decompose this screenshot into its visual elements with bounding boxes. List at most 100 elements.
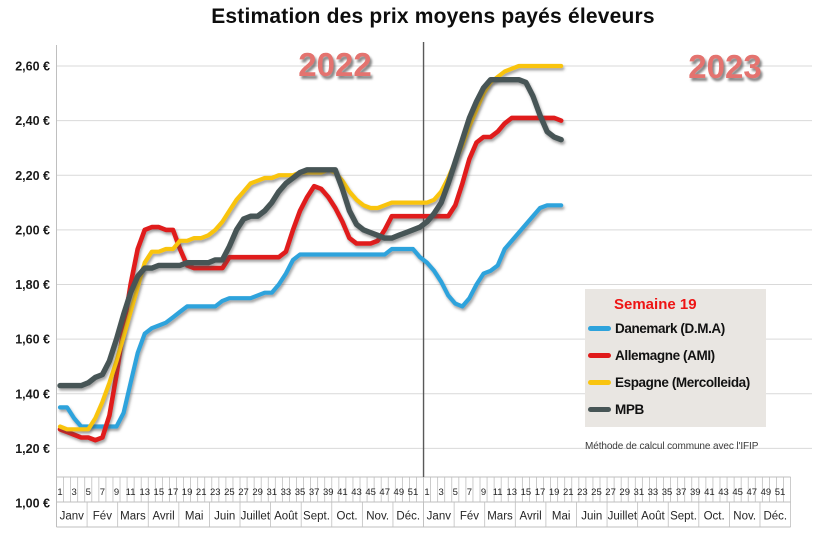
week-number-label: 25: [591, 487, 602, 498]
week-number-label: 23: [577, 487, 588, 498]
week-number-label: 29: [252, 487, 263, 498]
month-label: Juillet: [608, 511, 638, 523]
legend-swatch-icon: [588, 407, 611, 412]
week-number-label: 19: [549, 487, 560, 498]
week-number-label: 17: [168, 487, 179, 498]
month-label: Nov.: [366, 511, 389, 523]
month-label: Fév: [460, 511, 479, 523]
week-number-label: 45: [365, 487, 376, 498]
month-label: Oct.: [704, 511, 725, 523]
week-number-label: 39: [690, 487, 701, 498]
month-label: Déc.: [396, 511, 420, 523]
y-axis-tick-label: 1,80 €: [15, 278, 50, 292]
year-label-2023: 2023: [688, 48, 762, 85]
series-line-allemagne-ami: [57, 115, 564, 443]
week-number-label: 35: [295, 487, 306, 498]
week-number-label: 11: [493, 487, 503, 498]
week-number-label: 35: [662, 487, 673, 498]
y-axis-tick-label: 2,40 €: [15, 114, 50, 128]
month-label: Juin: [581, 511, 602, 523]
legend-item-3: MPB: [588, 396, 762, 423]
week-number-label: 17: [535, 487, 546, 498]
week-number-label: 43: [718, 487, 729, 498]
month-label: Mai: [552, 511, 571, 523]
month-label: Oct.: [337, 511, 358, 523]
month-label: Août: [274, 511, 298, 523]
week-number-label: 47: [746, 487, 757, 498]
week-number-label: 5: [86, 487, 91, 498]
month-label: Avril: [152, 511, 174, 523]
month-label: Sept.: [670, 511, 697, 523]
legend-title: Semaine 19: [614, 296, 697, 313]
week-number-label: 49: [761, 487, 772, 498]
legend-swatch-icon: [588, 326, 611, 331]
week-number-label: 31: [634, 487, 645, 498]
week-number-label: 49: [394, 487, 405, 498]
month-label: Mars: [487, 511, 513, 523]
week-number-label: 27: [238, 487, 249, 498]
month-label: Avril: [520, 511, 542, 523]
week-number-label: 13: [139, 487, 150, 498]
legend-item-label: Danemark (D.M.A): [615, 321, 725, 336]
week-number-label: 31: [266, 487, 277, 498]
month-label: Déc.: [763, 511, 787, 523]
legend-item-1: Allemagne (AMI): [588, 342, 762, 369]
legend-item-0: Danemark (D.M.A): [588, 315, 762, 342]
series-line-mpb: [57, 76, 564, 389]
legend-items: Danemark (D.M.A) Allemagne (AMI) Espagne (…: [588, 315, 762, 423]
week-number-label: 13: [506, 487, 517, 498]
week-number-label: 45: [732, 487, 743, 498]
week-number-label: 21: [563, 487, 574, 498]
y-axis-tick-label: 1,00 €: [15, 497, 50, 511]
week-number-label: 19: [182, 487, 193, 498]
week-number-label: 21: [196, 487, 207, 498]
week-number-label: 7: [100, 487, 105, 498]
week-number-label: 3: [439, 487, 444, 498]
chart-title: Estimation des prix moyens payés éleveur…: [211, 5, 655, 28]
month-label: Août: [641, 511, 665, 523]
y-axis-tick-label: 2,00 €: [15, 223, 50, 237]
method-note: Méthode de calcul commune avec l'IFIP: [585, 441, 759, 452]
week-number-label: 41: [337, 487, 348, 498]
week-number-label: 15: [521, 487, 532, 498]
month-label: Mai: [185, 511, 204, 523]
week-number-label: 1: [57, 487, 62, 498]
week-number-label: 27: [605, 487, 616, 498]
week-number-label: 7: [467, 487, 472, 498]
week-number-label: 33: [648, 487, 659, 498]
month-label: Mars: [120, 511, 146, 523]
week-number-label: 47: [379, 487, 390, 498]
week-number-label: 37: [309, 487, 320, 498]
month-label: Sept.: [303, 511, 330, 523]
y-axis-tick-label: 1,60 €: [15, 333, 50, 347]
legend-swatch-icon: [588, 380, 611, 385]
week-number-label: 23: [210, 487, 221, 498]
week-number-label: 51: [408, 487, 419, 498]
week-number-label: 29: [619, 487, 630, 498]
week-number-label: 15: [154, 487, 165, 498]
week-number-label: 25: [224, 487, 235, 498]
y-axis-tick-label: 2,60 €: [15, 60, 50, 74]
month-label: Janv: [427, 511, 452, 523]
y-axis-tick-label: 1,20 €: [15, 442, 50, 456]
week-number-label: 5: [453, 487, 458, 498]
week-number-label: 11: [126, 487, 136, 498]
legend-box: Semaine 19 Danemark (D.M.A) Allemagne (AM…: [585, 289, 766, 427]
month-label: Juillet: [241, 511, 271, 523]
week-number-label: 37: [676, 487, 687, 498]
month-label: Nov.: [733, 511, 756, 523]
legend-item-label: Allemagne (AMI): [615, 348, 715, 363]
week-number-label: 3: [71, 487, 76, 498]
week-number-label: 9: [114, 487, 119, 498]
legend-swatch-icon: [588, 353, 611, 358]
week-number-label: 43: [351, 487, 362, 498]
legend-item-label: Espagne (Mercolleida): [615, 375, 750, 390]
month-label: Juin: [214, 511, 235, 523]
year-label-2022: 2022: [298, 46, 372, 83]
y-axis-tick-label: 2,20 €: [15, 169, 50, 183]
month-label: Janv: [60, 511, 85, 523]
series-line-danemark-d-m-a: [57, 203, 564, 429]
y-axis-tick-label: 1,40 €: [15, 387, 50, 401]
